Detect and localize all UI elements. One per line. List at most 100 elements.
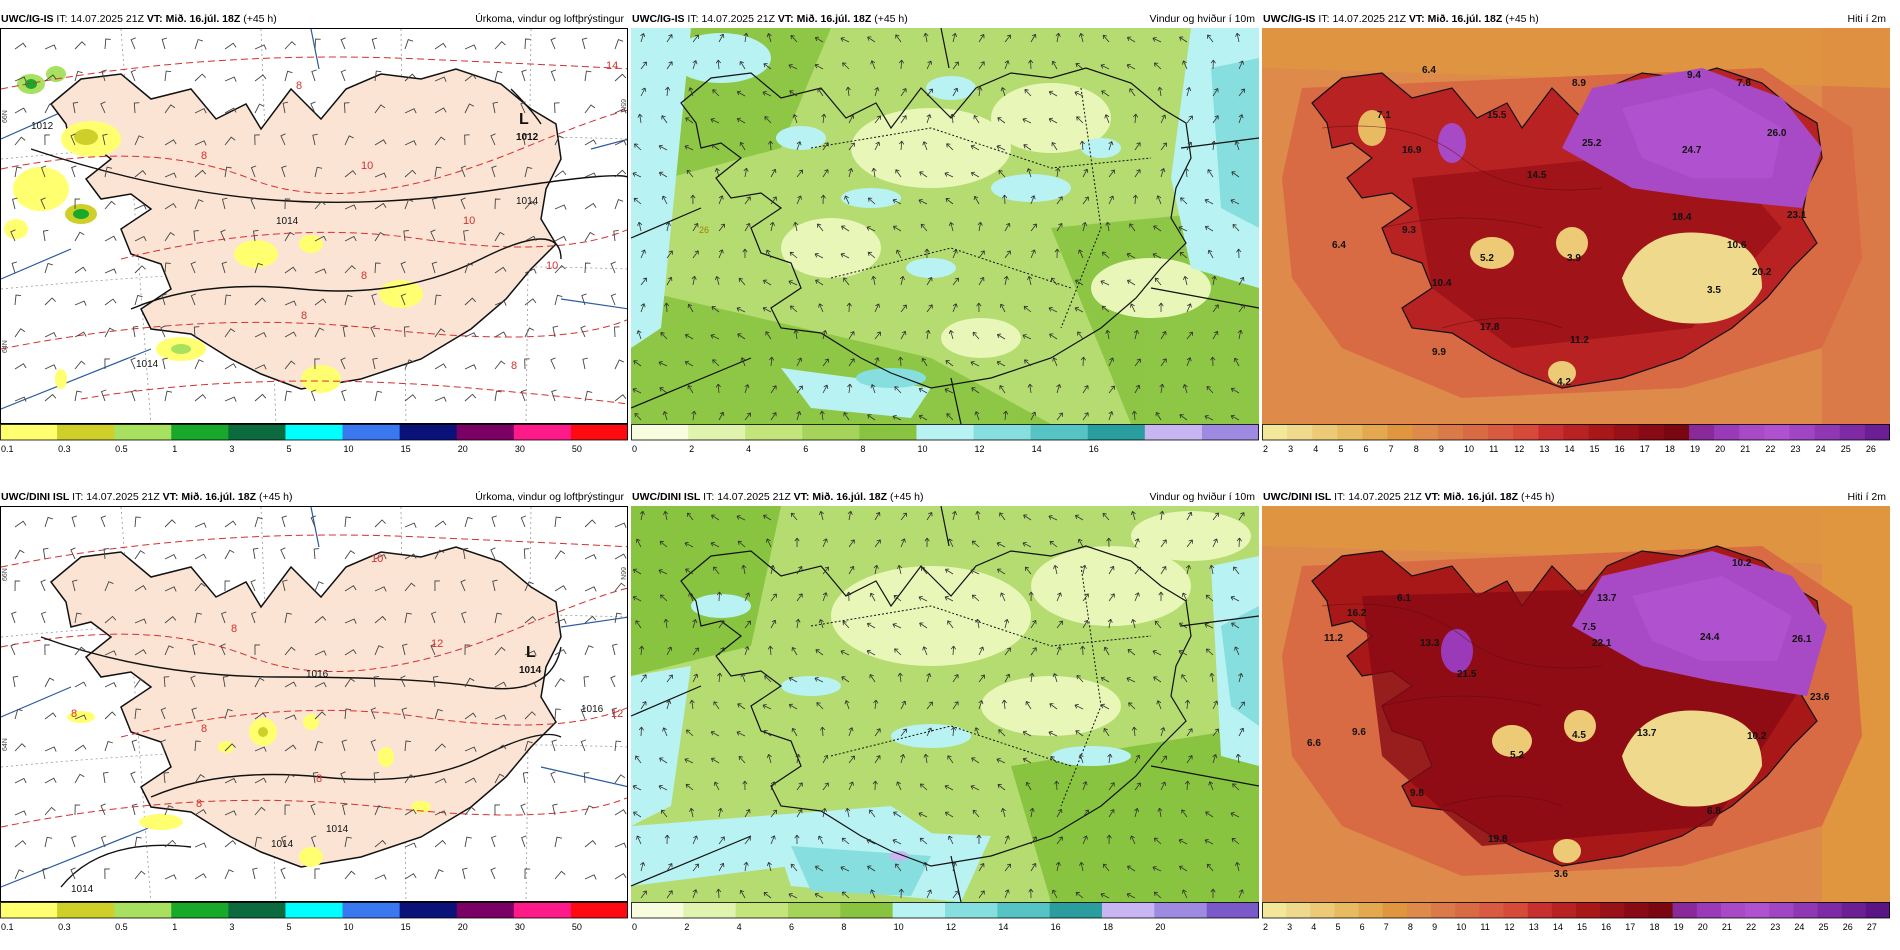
colorbar-tick-label: 50 [572, 444, 582, 454]
wind-barb [220, 229, 226, 242]
wind-barb [310, 515, 317, 528]
colorbar-swatch [1576, 902, 1601, 918]
wind-barb [403, 230, 409, 242]
wind-arrow [1204, 225, 1214, 232]
wind-barb [104, 650, 117, 656]
wind-arrow [1056, 836, 1063, 845]
isotherm-label: 14 [606, 60, 618, 72]
wind-barb [44, 364, 57, 370]
wind-arrow [637, 113, 643, 124]
wind-arrow [1179, 251, 1188, 259]
wind-barb [494, 41, 506, 50]
temperature-value: 9.6 [1352, 727, 1366, 738]
wind-arrow [1004, 618, 1010, 629]
wind-barb [584, 202, 597, 210]
wind-arrow [1230, 414, 1240, 421]
wind-arrow [946, 413, 954, 421]
wind-barb [40, 611, 47, 624]
wind-arrow [976, 834, 982, 845]
vt-label: VT: [1408, 13, 1425, 25]
colorbar-temperature: 2 3 4 5 6 7 8 9 10 11 12 13 14 15 16 17 18 19 20 21 22 23 24 25… [1262, 902, 1890, 940]
isotherm-label: 10 [361, 160, 373, 172]
wind-arrow [1102, 863, 1110, 872]
wind-barb [284, 612, 292, 624]
wind-barb [551, 389, 557, 402]
wind-arrow [997, 117, 1006, 124]
init-time: 14.07.2025 21Z [701, 13, 775, 25]
wind-barb [164, 615, 177, 624]
wind-barb [314, 38, 321, 50]
temperature-value: 7.5 [1582, 622, 1596, 633]
wind-barb [400, 293, 407, 306]
wind-arrow [952, 510, 958, 521]
panel-precip-dini: UWC/DINI ISL IT: 14.07.2025 21Z VT: Mið.… [0, 488, 628, 950]
wind-arrow [978, 276, 985, 286]
wind-arrow [894, 648, 902, 656]
wind-arrow [1080, 645, 1086, 656]
wind-barb [524, 358, 530, 370]
wind-arrow [1204, 838, 1214, 845]
wind-arrow [814, 677, 824, 683]
wind-barb [104, 868, 110, 880]
wind-arrow [718, 647, 725, 656]
wind-arrow [1079, 140, 1085, 151]
valid-time: Mið. 16.júl. 18Z [796, 13, 872, 25]
wind-arrow [970, 171, 980, 178]
panel-header: UWC/IG-IS IT: 14.07.2025 21Z VT: Mið. 16… [0, 10, 628, 28]
colorbar-swatch [1030, 424, 1089, 440]
wind-arrow [1134, 384, 1141, 394]
wind-arrow [1056, 646, 1062, 656]
wind-barb [524, 268, 537, 274]
wind-barb [130, 771, 136, 784]
low-pressure-marker: L [519, 111, 529, 128]
wind-arrow [794, 537, 800, 548]
wind-barb [104, 711, 116, 720]
wind-barb [554, 102, 560, 114]
colorbar-tick-label: 1 [172, 444, 177, 454]
wind-barb [551, 739, 557, 752]
wind-arrow [871, 275, 877, 286]
wind-arrow [1030, 195, 1036, 205]
colorbar-swatch [1358, 902, 1384, 918]
wind-arrow [920, 223, 928, 232]
isotherm-label: 8 [231, 623, 237, 635]
wind-arrow [978, 862, 985, 872]
temperature-value: 19.8 [1488, 834, 1508, 845]
wind-arrow [1074, 514, 1084, 521]
wind-arrow [872, 780, 878, 791]
wind-arrow [1157, 86, 1163, 97]
wind-barb [344, 294, 353, 306]
wind-arrow [1052, 357, 1058, 367]
wind-barb [521, 835, 527, 848]
colorbar-swatch [1362, 424, 1389, 440]
wind-arrow [814, 63, 824, 70]
wind-barb [464, 777, 477, 784]
wind-arrow [1004, 673, 1011, 683]
wind-arrow [1186, 728, 1193, 737]
wind-barb [44, 103, 55, 114]
wind-arrow [1106, 537, 1112, 548]
temperature-value: 9.9 [1432, 347, 1446, 358]
isobar-label: 1012 [31, 121, 54, 132]
wind-arrow [1238, 88, 1245, 97]
wind-arrow [684, 758, 694, 764]
wind-arrow [635, 620, 642, 629]
wind-arrow [658, 784, 668, 791]
colorbar-swatch [1600, 902, 1625, 918]
wind-arrow [661, 115, 668, 124]
wind-arrow [739, 60, 746, 70]
wind-barb [554, 265, 566, 274]
wind-arrow [952, 87, 959, 97]
wind-barb [340, 37, 346, 50]
wind-arrow [1082, 412, 1089, 421]
wind-barb [104, 38, 111, 50]
wind-arrow [770, 781, 776, 791]
temperature-value: 24.7 [1682, 145, 1702, 156]
wind-arrow [978, 250, 985, 259]
wind-barb [130, 357, 136, 370]
wind-arrow [1048, 306, 1058, 313]
temperature-value: 9.3 [1402, 225, 1416, 236]
wind-barb [582, 357, 588, 370]
colorbar-tick-label: 8 [1408, 922, 1413, 932]
wind-barb [520, 389, 527, 402]
